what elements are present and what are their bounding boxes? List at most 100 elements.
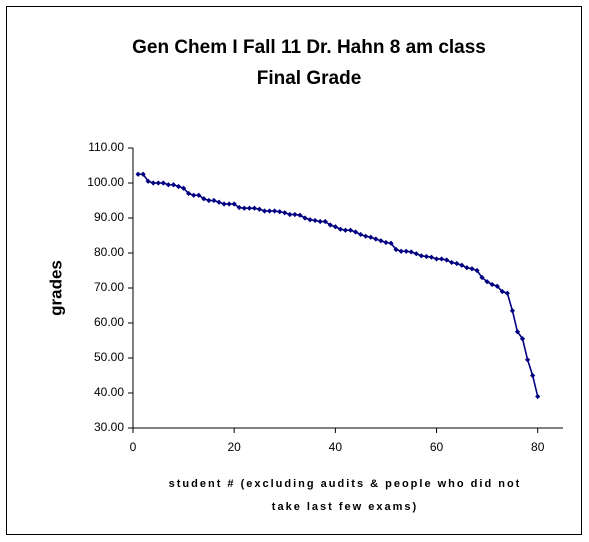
point xyxy=(408,249,414,255)
point xyxy=(489,281,495,288)
point xyxy=(251,205,258,211)
point xyxy=(403,248,409,254)
point xyxy=(191,192,197,198)
point xyxy=(332,224,338,230)
point xyxy=(449,259,455,266)
point xyxy=(454,260,460,267)
point xyxy=(383,239,389,246)
point xyxy=(226,201,232,207)
point xyxy=(524,357,531,363)
point xyxy=(150,180,156,186)
point xyxy=(509,308,516,314)
point xyxy=(398,248,404,254)
x-tick-label: 20 xyxy=(227,440,241,454)
point xyxy=(428,254,435,260)
point xyxy=(180,185,187,191)
x-tick-label: 0 xyxy=(130,440,137,454)
point xyxy=(196,192,202,198)
point xyxy=(277,209,283,215)
point xyxy=(145,178,151,184)
point xyxy=(342,227,349,233)
point xyxy=(444,257,450,263)
point xyxy=(469,266,475,272)
y-tick-label: 40.00 xyxy=(94,385,124,399)
point xyxy=(352,229,359,235)
point xyxy=(165,182,172,188)
point xyxy=(206,197,212,204)
point xyxy=(211,197,217,204)
point xyxy=(317,218,323,225)
point xyxy=(261,208,268,214)
point xyxy=(378,238,384,244)
point xyxy=(393,246,399,253)
point xyxy=(479,274,485,281)
point xyxy=(170,182,177,188)
x-tick-label: 60 xyxy=(430,440,444,454)
point xyxy=(504,290,510,296)
point xyxy=(514,329,521,335)
point xyxy=(535,393,541,400)
y-tick-label: 80.00 xyxy=(94,245,124,259)
x-axis-label: student # (excluding audits & people who… xyxy=(169,478,522,490)
x-tick-label: 40 xyxy=(329,440,343,454)
point xyxy=(423,253,430,260)
point xyxy=(494,283,500,289)
point xyxy=(216,199,222,205)
point xyxy=(221,201,227,207)
y-tick-label: 90.00 xyxy=(94,210,124,224)
point xyxy=(459,262,465,268)
point xyxy=(135,171,141,177)
point xyxy=(256,206,263,212)
point xyxy=(297,212,303,218)
point xyxy=(266,208,273,214)
y-tick-label: 70.00 xyxy=(94,280,124,294)
y-tick-label: 110.00 xyxy=(88,140,124,154)
point xyxy=(160,180,166,186)
x-tick-label: 80 xyxy=(531,440,545,454)
chart-frame xyxy=(6,6,582,535)
point xyxy=(363,233,369,239)
point xyxy=(499,288,505,295)
point xyxy=(388,240,394,246)
y-axis-label: grades xyxy=(46,260,65,316)
point xyxy=(155,180,161,186)
y-tick-label: 50.00 xyxy=(94,350,124,364)
point xyxy=(418,253,424,259)
point xyxy=(413,251,419,257)
point xyxy=(327,222,333,228)
point xyxy=(302,215,308,221)
point xyxy=(358,231,364,238)
point xyxy=(272,208,278,214)
point xyxy=(186,190,192,197)
point xyxy=(292,211,298,218)
point xyxy=(438,256,445,262)
point xyxy=(140,171,146,177)
point xyxy=(368,234,374,240)
point xyxy=(246,205,252,211)
point xyxy=(236,204,242,211)
point xyxy=(282,210,288,216)
point xyxy=(464,265,470,271)
point xyxy=(287,211,293,218)
point xyxy=(337,226,344,232)
y-tick-label: 60.00 xyxy=(94,315,124,329)
y-tick-label: 100.00 xyxy=(87,175,124,189)
point xyxy=(231,201,237,207)
point xyxy=(519,336,526,342)
point xyxy=(474,267,480,274)
x-axis-label: take last few exams) xyxy=(272,501,418,513)
point xyxy=(201,196,207,202)
point xyxy=(347,227,354,233)
point xyxy=(373,236,379,242)
point xyxy=(322,218,328,225)
chart-title: Final Grade xyxy=(257,68,362,89)
point xyxy=(484,279,490,285)
point xyxy=(307,217,313,223)
point xyxy=(175,183,182,190)
point xyxy=(241,205,247,211)
point xyxy=(530,372,536,379)
point xyxy=(433,256,440,262)
chart-title: Gen Chem I Fall 11 Dr. Hahn 8 am class xyxy=(132,37,486,58)
y-tick-label: 30.00 xyxy=(94,420,124,434)
